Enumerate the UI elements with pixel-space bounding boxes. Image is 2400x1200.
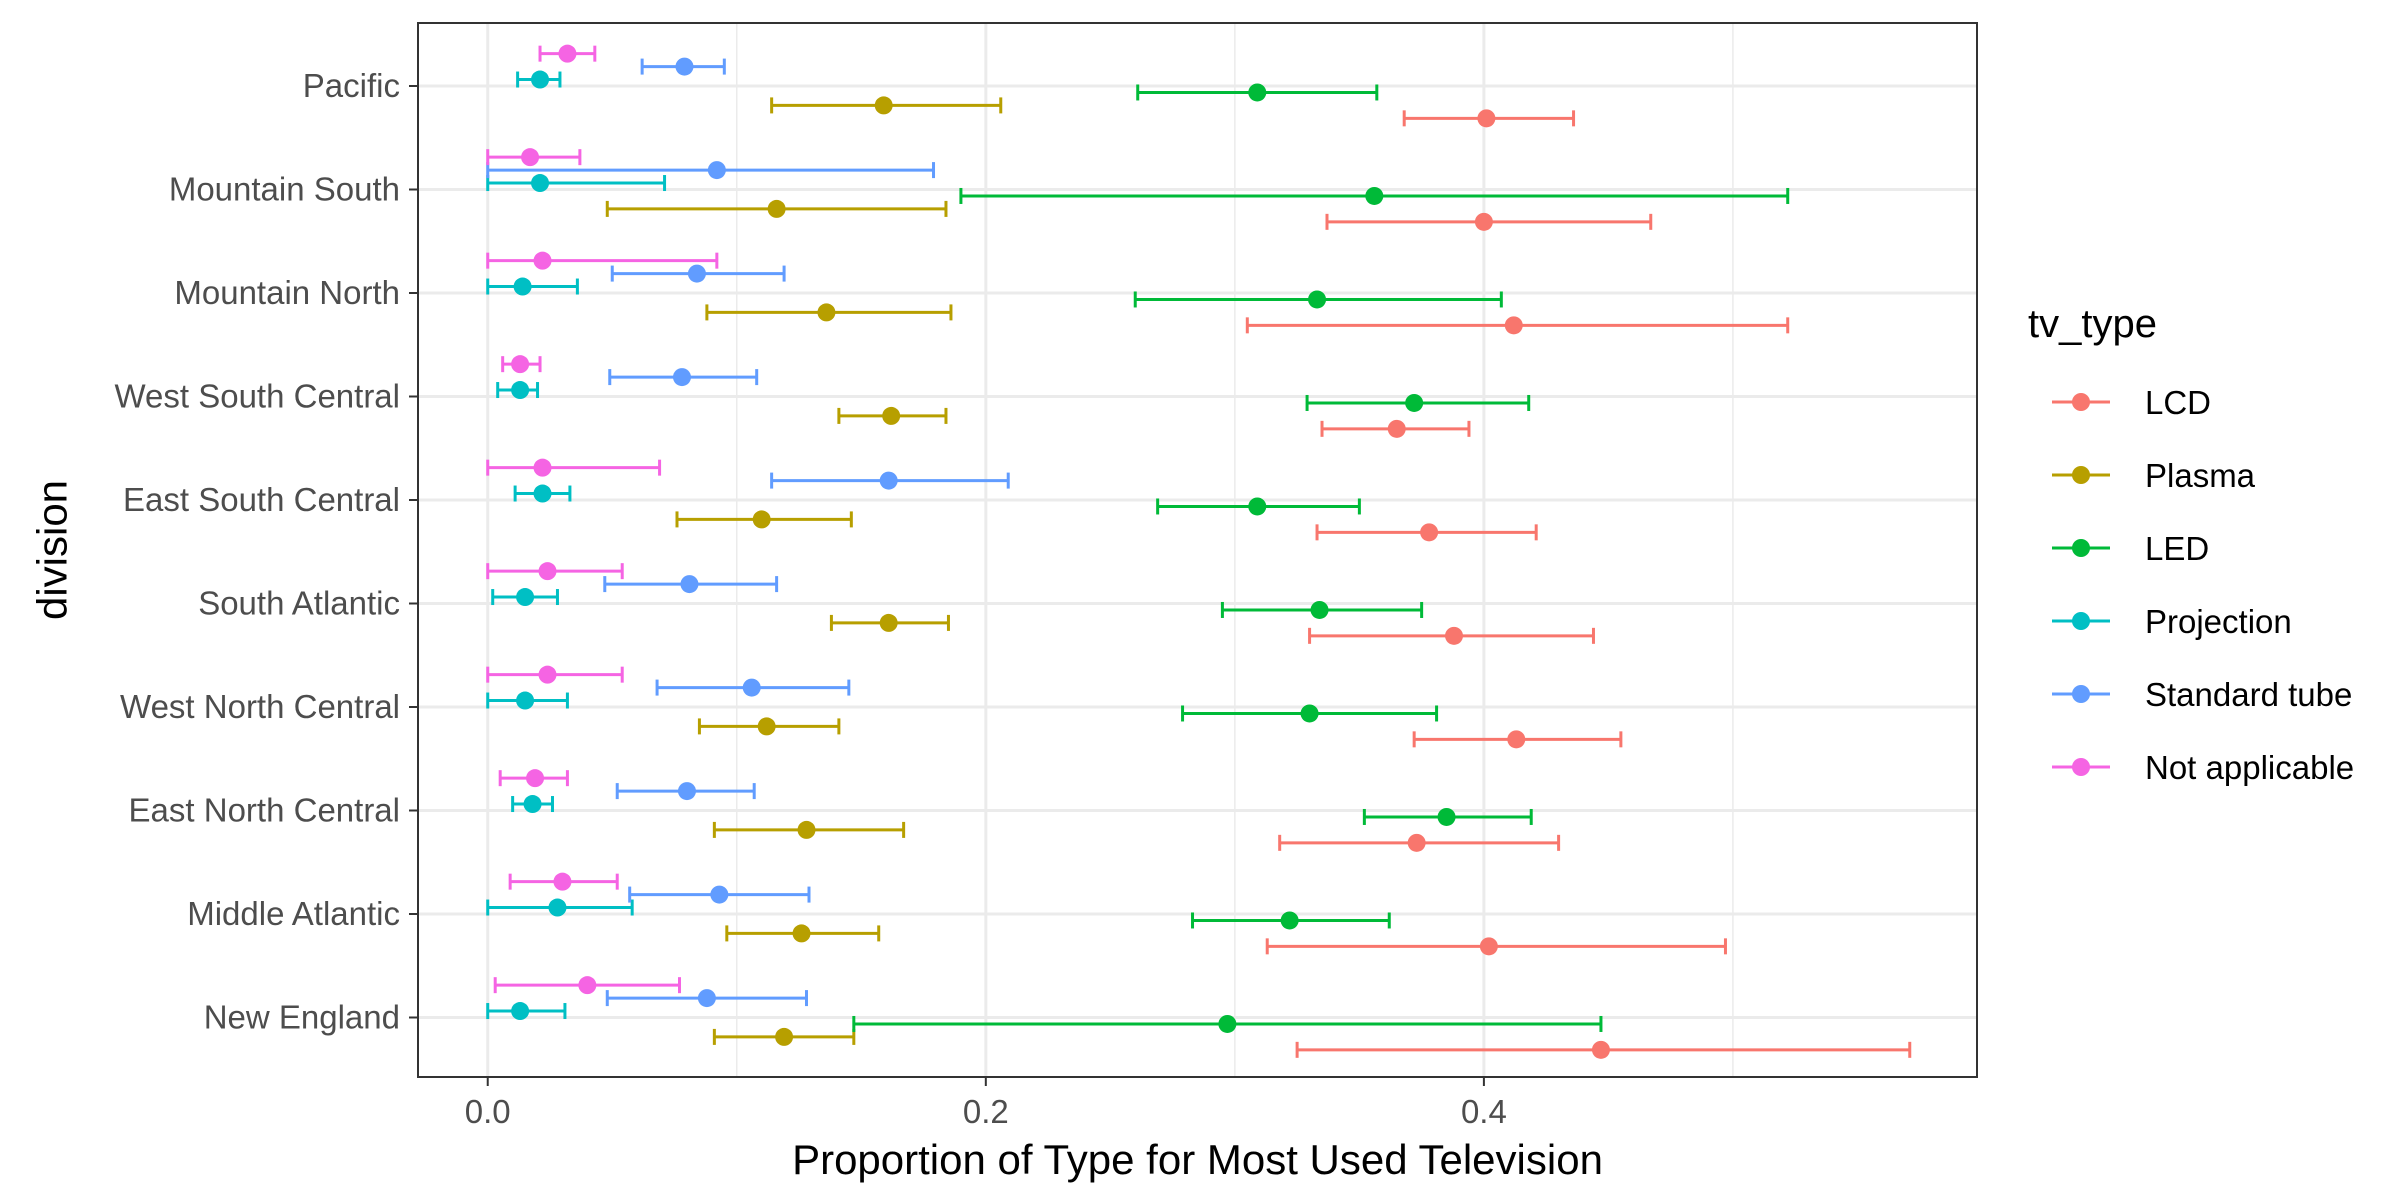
data-point (1504, 316, 1523, 335)
data-point (1218, 1014, 1237, 1033)
data-point (511, 1002, 530, 1021)
legend-label: Standard tube (2145, 676, 2352, 713)
data-point (511, 381, 530, 400)
y-tick-label: West North Central (120, 688, 400, 725)
data-point (1591, 1040, 1610, 1059)
legend-label: Projection (2145, 603, 2292, 640)
data-point (538, 665, 557, 684)
data-point (1445, 626, 1464, 645)
data-point (521, 148, 540, 167)
data-point (675, 57, 694, 76)
data-point (1387, 419, 1406, 438)
data-point (1437, 807, 1456, 826)
data-point (553, 872, 572, 891)
data-point (767, 199, 786, 218)
data-point (707, 161, 726, 180)
data-point (687, 264, 706, 283)
data-point (1310, 600, 1329, 619)
panel-background (418, 23, 1977, 1077)
grid-layer (418, 23, 1977, 1077)
data-point (757, 717, 776, 736)
panel-border (417, 22, 1978, 1078)
legend-key-point (2072, 393, 2090, 411)
y-tick-label: Mountain South (169, 171, 400, 208)
legend-key-point (2072, 466, 2090, 484)
data-point (1407, 833, 1426, 852)
data-point (516, 588, 535, 607)
legend-label: Not applicable (2145, 749, 2354, 786)
x-tick-label: 0.0 (465, 1093, 511, 1130)
data-point (526, 769, 545, 788)
data-point (1474, 212, 1493, 231)
data-point (1365, 186, 1384, 205)
legend-key-point (2072, 685, 2090, 703)
axes-layer: 0.0 0.2 0.4 Pacific Mountain South Mountain N… (114, 67, 1506, 1130)
data-point (792, 924, 811, 943)
data-point (531, 174, 550, 193)
data-point (1479, 937, 1498, 956)
x-axis-title: Proportion of Type for Most Used Televis… (792, 1136, 1603, 1183)
data-point (742, 678, 761, 697)
data-point (531, 70, 550, 89)
data-point (533, 251, 552, 270)
data-point (1477, 109, 1496, 128)
data-point (1420, 523, 1439, 542)
data-point (516, 691, 535, 710)
data-point (1248, 497, 1267, 516)
legend-label: LED (2145, 530, 2209, 567)
data-point (775, 1027, 794, 1046)
data-point (1248, 83, 1267, 102)
data-point (1280, 911, 1299, 930)
data-point (817, 303, 836, 322)
data-point (538, 562, 557, 581)
y-tick-label: Middle Atlantic (187, 895, 400, 932)
data-point (710, 885, 729, 904)
data-point (697, 989, 716, 1008)
y-tick-label: East South Central (123, 481, 400, 518)
data-point (1507, 730, 1526, 749)
data-point (677, 782, 696, 801)
legend-key-point (2072, 539, 2090, 557)
y-tick-label: Pacific (303, 67, 400, 104)
y-tick-label: South Atlantic (198, 585, 400, 622)
y-tick-label: West South Central (114, 378, 400, 415)
legend-title: tv_type (2028, 302, 2157, 346)
x-tick-label: 0.4 (1461, 1093, 1507, 1130)
data-point (533, 458, 552, 477)
y-tick-label: New England (204, 999, 400, 1036)
data-point (548, 898, 567, 917)
y-tick-label: Mountain North (174, 274, 400, 311)
data-point (874, 96, 893, 115)
data-point (752, 510, 771, 529)
data-point (672, 368, 691, 387)
data-point (578, 976, 597, 995)
legend-label: LCD (2145, 384, 2211, 421)
data-point (1308, 290, 1327, 309)
data-point (1405, 393, 1424, 412)
legend-label: Plasma (2145, 457, 2256, 494)
marks-layer (486, 44, 1912, 1059)
legend-key-point (2072, 612, 2090, 630)
legend-key-point (2072, 758, 2090, 776)
data-point (879, 471, 898, 490)
data-point (797, 820, 816, 839)
data-point (879, 613, 898, 632)
data-point (558, 44, 577, 63)
data-point (533, 484, 552, 503)
y-tick-label: East North Central (129, 792, 400, 829)
data-point (513, 277, 532, 296)
data-point (680, 575, 699, 594)
y-axis-title: division (29, 480, 76, 620)
x-tick-label: 0.2 (963, 1093, 1009, 1130)
data-point (511, 355, 530, 374)
data-point (882, 406, 901, 425)
legend: tv_type LCD Plasma LED Projection Standard t… (2028, 302, 2354, 786)
data-point (1300, 704, 1319, 723)
data-point (523, 795, 542, 814)
